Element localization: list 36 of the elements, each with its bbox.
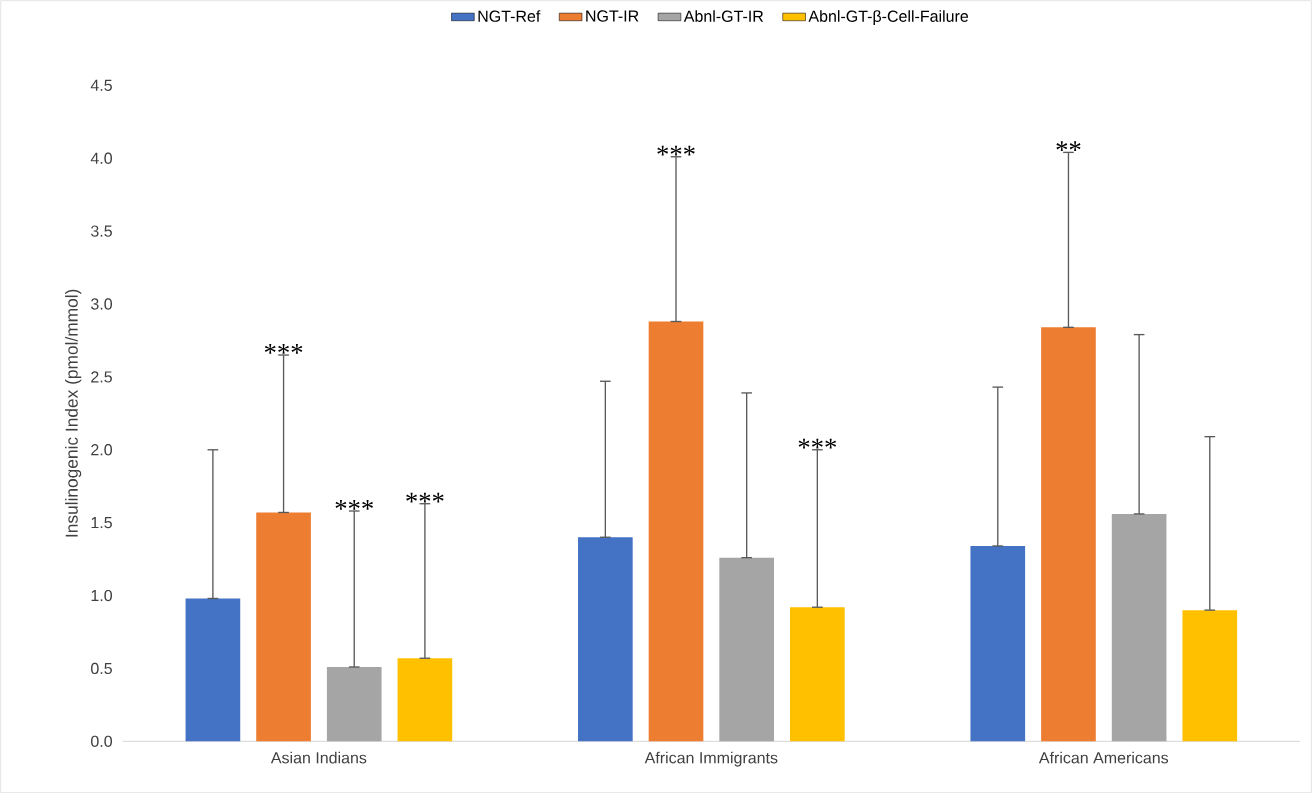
annotation: *** — [264, 343, 303, 354]
bar — [719, 557, 775, 742]
y-tick-label: 0.5 — [91, 662, 112, 674]
annotation: ** — [1056, 141, 1081, 151]
x-tick-label: African Immigrants — [644, 751, 778, 767]
annotation: *** — [657, 145, 695, 156]
annotation: *** — [798, 438, 837, 449]
bar — [578, 537, 633, 742]
annotation: *** — [406, 492, 444, 503]
bar — [1041, 327, 1096, 742]
legend-label: NGT-IR — [586, 10, 639, 22]
y-tick-label: 0.0 — [91, 735, 113, 747]
y-tick-label: 1.5 — [91, 516, 112, 529]
y-tick-label: 3.5 — [91, 225, 112, 237]
bar — [326, 666, 382, 742]
y-tick-label: 2.5 — [91, 371, 112, 383]
bar — [790, 607, 845, 742]
legend-label: Abnl-GT-β-Cell-Failure — [808, 9, 969, 25]
bar — [648, 321, 704, 742]
y-tick-label: 1.0 — [91, 589, 113, 602]
legend-label: Abnl-GT-IR — [683, 9, 764, 22]
bar — [970, 545, 1026, 742]
bar — [1182, 609, 1238, 742]
bar — [1111, 513, 1167, 742]
y-axis-title: Insulinogenic Index (pmol/mmol) — [65, 289, 82, 537]
bar — [397, 658, 453, 742]
y-tick-label: 4.0 — [90, 152, 113, 164]
bar — [185, 598, 241, 742]
y-tick-label: 2.0 — [91, 443, 113, 456]
x-tick-label: Asian Indians — [270, 751, 367, 764]
bar — [256, 512, 311, 742]
legend-label: NGT-Ref — [478, 9, 541, 22]
y-tick-label: 3.0 — [91, 298, 113, 310]
annotation: *** — [335, 499, 373, 510]
x-tick-label: African Americans — [1038, 751, 1169, 764]
y-tick-label: 4.5 — [90, 79, 112, 91]
